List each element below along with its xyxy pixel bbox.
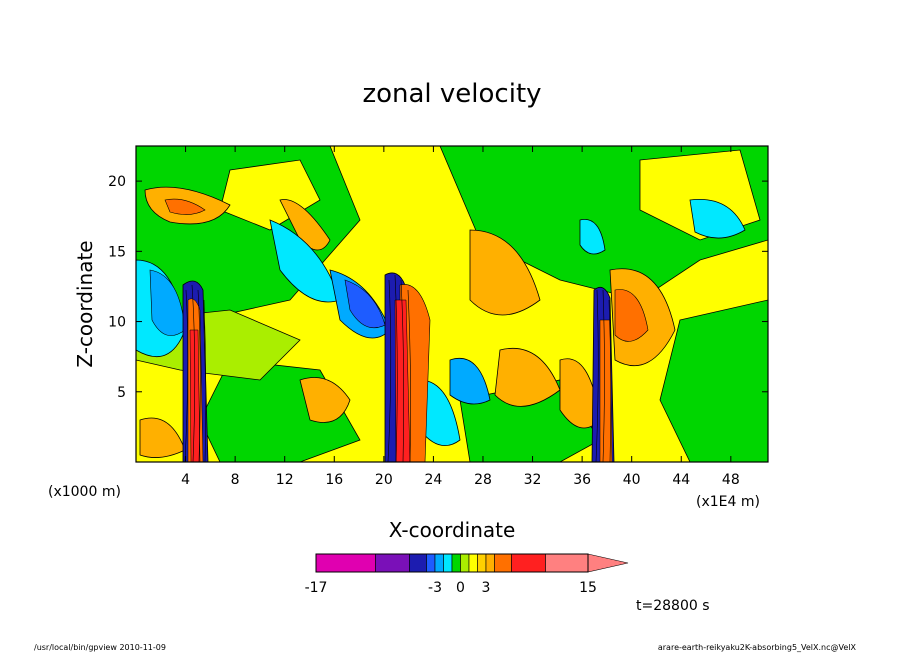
y-axis-label: Z-coordinate: [73, 240, 97, 367]
y-unit-label: (x1000 m): [48, 484, 121, 500]
colorbar-bin: [409, 553, 427, 573]
x-tick-label: 36: [573, 472, 591, 488]
x-tick-label: 8: [231, 472, 240, 488]
colorbar-bin: [468, 553, 478, 573]
x-tick-label: 40: [623, 472, 641, 488]
x-axis: 4 8 12 16 20 24 28 32 36 40 44 48: [181, 146, 740, 488]
x-unit-label: (x1E4 m): [696, 494, 760, 510]
colorbar-bin: [451, 553, 461, 573]
colorbar-bin: [426, 553, 436, 573]
colorbar-bin: [315, 553, 376, 573]
colorbar-bin: [494, 553, 512, 573]
colorbar-label: -17: [305, 580, 328, 596]
x-tick-label: 48: [722, 472, 740, 488]
x-tick-label: 28: [474, 472, 492, 488]
x-axis-label: X-coordinate: [389, 518, 516, 542]
y-tick-label: 5: [117, 385, 126, 401]
colorbar-bin: [511, 553, 546, 573]
x-tick-label: 44: [672, 472, 690, 488]
x-tick-label: 32: [524, 472, 542, 488]
footer-right: arare-earth-reikyaku2K-absorbing5_VelX.n…: [658, 643, 857, 652]
time-label: t=28800 s: [636, 598, 710, 614]
footer-left: /usr/local/bin/gpview 2010-11-09: [34, 643, 166, 652]
colorbar-extend-arrow: [587, 553, 629, 573]
y-tick-label: 15: [108, 244, 126, 260]
colorbar-bin: [443, 553, 453, 573]
colorbar-bin: [477, 553, 487, 573]
chart-title: zonal velocity: [362, 79, 541, 109]
colorbar-bin: [485, 553, 495, 573]
colorbar-bin: [375, 553, 410, 573]
colorbar-bin: [545, 553, 589, 573]
colorbar-label: -3: [428, 580, 442, 596]
x-tick-label: 4: [181, 472, 190, 488]
colorbar: -17 -3 0 3 15: [305, 553, 629, 596]
y-axis: 5 10 15 20: [108, 174, 768, 401]
x-tick-label: 20: [375, 472, 393, 488]
y-tick-label: 10: [108, 315, 126, 331]
x-tick-label: 12: [276, 472, 294, 488]
colorbar-label: 0: [456, 580, 465, 596]
colorbar-label: 3: [482, 580, 491, 596]
contour-field: [136, 146, 768, 462]
x-tick-label: 16: [325, 472, 343, 488]
colorbar-label: 15: [579, 580, 597, 596]
plot-frame: [135, 145, 769, 463]
y-tick-label: 20: [108, 174, 126, 190]
colorbar-frame: [315, 553, 589, 573]
colorbar-bin: [434, 553, 444, 573]
x-tick-label: 24: [424, 472, 442, 488]
colorbar-bin: [460, 553, 470, 573]
